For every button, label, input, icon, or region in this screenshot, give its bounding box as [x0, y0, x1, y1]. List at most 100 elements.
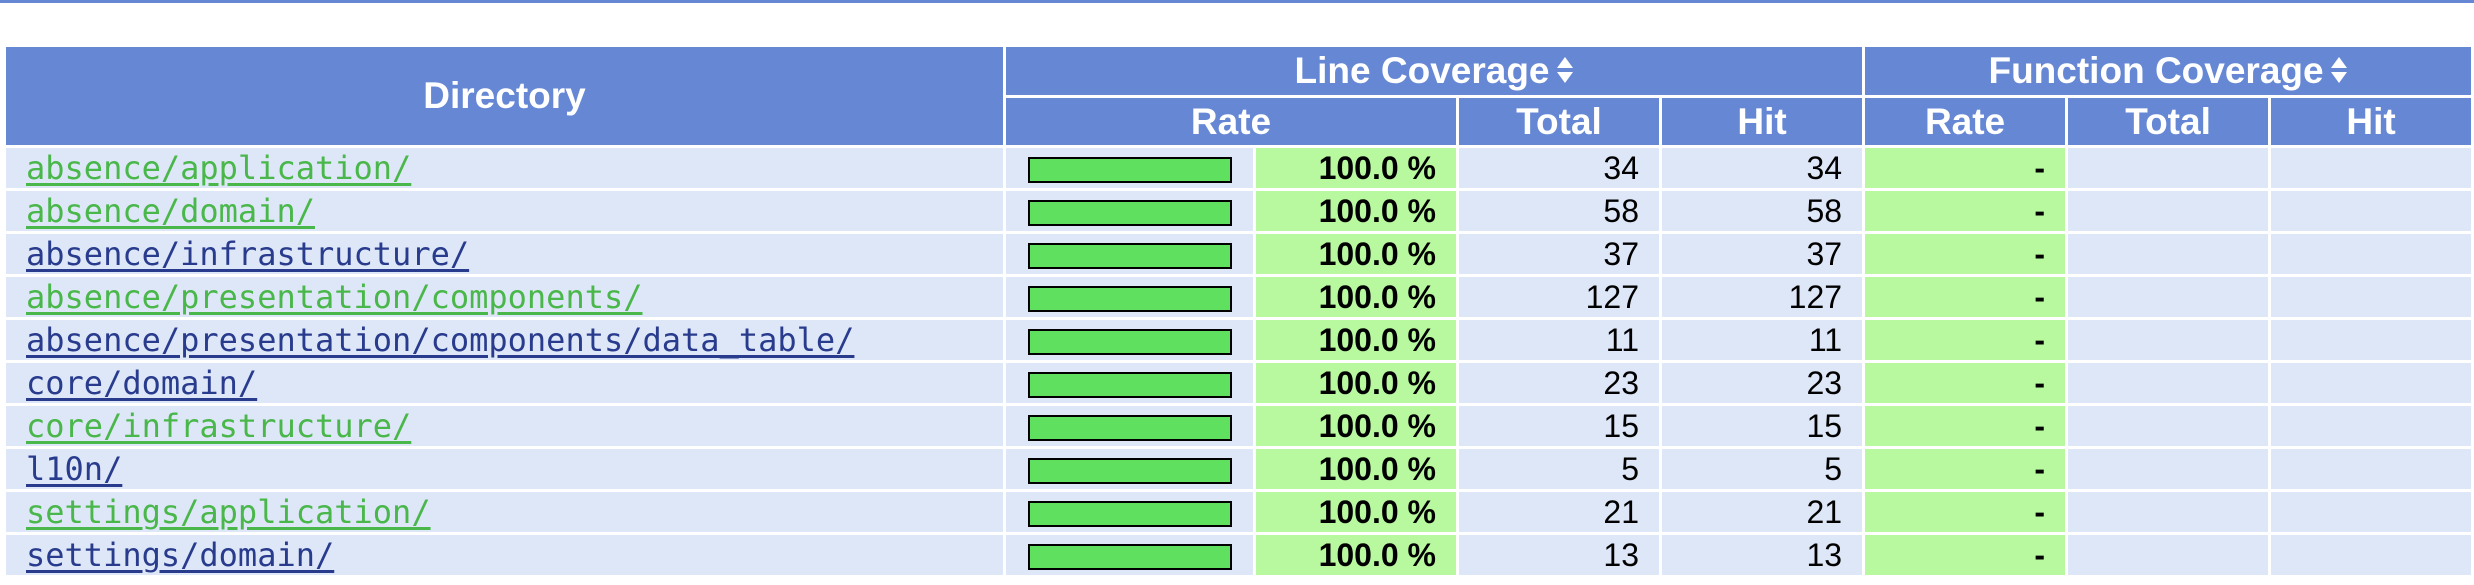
coverage-bar-fill [1029, 460, 1230, 483]
function-hit-cell [2271, 320, 2472, 360]
sort-icon[interactable] [1556, 55, 1574, 85]
function-total-header: Total [2068, 98, 2269, 145]
line-rate-cell: 100.0 % [1256, 277, 1456, 317]
coverage-bar [1027, 415, 1232, 442]
table-row: absence/domain/ 100.0 % 58 58 - [6, 191, 2472, 231]
directory-link[interactable]: settings/application/ [26, 493, 431, 531]
function-rate-cell: - [1865, 363, 2066, 403]
line-rate-cell: 100.0 % [1256, 191, 1456, 231]
function-hit-cell [2271, 406, 2472, 446]
directory-cell: settings/application/ [6, 492, 1003, 532]
line-hit-cell: 5 [1662, 449, 1863, 489]
coverage-bar-fill [1029, 331, 1230, 354]
function-rate-cell: - [1865, 234, 2066, 274]
directory-cell: absence/presentation/components/ [6, 277, 1003, 317]
table-row: absence/infrastructure/ 100.0 % 37 37 - [6, 234, 2472, 274]
coverage-bar-cell [1006, 234, 1253, 274]
coverage-bar-fill [1029, 374, 1230, 397]
function-rate-cell: - [1865, 277, 2066, 317]
coverage-bar-cell [1006, 449, 1253, 489]
function-coverage-header-label: Function Coverage [1988, 50, 2324, 91]
coverage-bar-cell [1006, 277, 1253, 317]
function-total-cell [2068, 363, 2269, 403]
table-row: settings/domain/ 100.0 % 13 13 - [6, 535, 2472, 575]
directory-link[interactable]: l10n/ [26, 450, 123, 488]
coverage-bar-fill [1029, 417, 1230, 440]
function-total-cell [2068, 148, 2269, 188]
directory-link[interactable]: settings/domain/ [26, 536, 335, 574]
line-total-cell: 127 [1459, 277, 1659, 317]
function-total-cell [2068, 277, 2269, 317]
line-total-cell: 58 [1459, 191, 1659, 231]
line-hit-cell: 37 [1662, 234, 1863, 274]
coverage-bar-fill [1029, 159, 1230, 182]
coverage-bar [1027, 458, 1232, 485]
table-row: absence/application/ 100.0 % 34 34 - [6, 148, 2472, 188]
directory-link[interactable]: absence/application/ [26, 149, 412, 187]
coverage-table: Directory Line Coverage Function Coverag… [3, 44, 2474, 578]
function-total-cell [2068, 234, 2269, 274]
coverage-bar-cell [1006, 191, 1253, 231]
directory-link[interactable]: core/infrastructure/ [26, 407, 412, 445]
function-rate-cell: - [1865, 191, 2066, 231]
line-rate-cell: 100.0 % [1256, 406, 1456, 446]
directory-cell: core/domain/ [6, 363, 1003, 403]
coverage-bar-fill [1029, 546, 1230, 569]
line-rate-cell: 100.0 % [1256, 492, 1456, 532]
table-row: core/infrastructure/ 100.0 % 15 15 - [6, 406, 2472, 446]
function-rate-cell: - [1865, 535, 2066, 575]
table-row: absence/presentation/components/data_tab… [6, 320, 2472, 360]
directory-link[interactable]: absence/presentation/components/data_tab… [26, 321, 855, 359]
function-total-cell [2068, 535, 2269, 575]
line-total-cell: 11 [1459, 320, 1659, 360]
function-rate-cell: - [1865, 148, 2066, 188]
function-hit-cell [2271, 277, 2472, 317]
line-coverage-header[interactable]: Line Coverage [1006, 47, 1863, 95]
line-coverage-header-label: Line Coverage [1294, 50, 1550, 91]
directory-header: Directory [6, 47, 1003, 145]
function-hit-cell [2271, 191, 2472, 231]
line-hit-cell: 11 [1662, 320, 1863, 360]
line-hit-cell: 13 [1662, 535, 1863, 575]
sort-icon[interactable] [2330, 55, 2348, 85]
coverage-bar [1027, 544, 1232, 571]
function-rate-cell: - [1865, 492, 2066, 532]
function-total-cell [2068, 406, 2269, 446]
line-total-cell: 5 [1459, 449, 1659, 489]
line-rate-cell: 100.0 % [1256, 320, 1456, 360]
line-total-cell: 23 [1459, 363, 1659, 403]
coverage-bar [1027, 200, 1232, 227]
coverage-bar-cell [1006, 535, 1253, 575]
function-hit-cell [2271, 449, 2472, 489]
line-rate-cell: 100.0 % [1256, 535, 1456, 575]
line-rate-cell: 100.0 % [1256, 363, 1456, 403]
function-hit-cell [2271, 148, 2472, 188]
coverage-bar-cell [1006, 406, 1253, 446]
line-hit-header: Hit [1662, 98, 1863, 145]
directory-link[interactable]: absence/presentation/components/ [26, 278, 643, 316]
line-total-cell: 34 [1459, 148, 1659, 188]
top-rule [0, 0, 2474, 3]
function-coverage-header[interactable]: Function Coverage [1865, 47, 2472, 95]
coverage-bar-fill [1029, 202, 1230, 225]
line-hit-cell: 127 [1662, 277, 1863, 317]
function-hit-cell [2271, 492, 2472, 532]
coverage-bar [1027, 286, 1232, 313]
coverage-bar-cell [1006, 148, 1253, 188]
coverage-bar-cell [1006, 492, 1253, 532]
coverage-bar-cell [1006, 320, 1253, 360]
line-hit-cell: 15 [1662, 406, 1863, 446]
table-row: l10n/ 100.0 % 5 5 - [6, 449, 2472, 489]
function-total-cell [2068, 191, 2269, 231]
coverage-bar-fill [1029, 503, 1230, 526]
directory-link[interactable]: core/domain/ [26, 364, 258, 402]
line-rate-cell: 100.0 % [1256, 234, 1456, 274]
line-total-header: Total [1459, 98, 1659, 145]
directory-link[interactable]: absence/domain/ [26, 192, 315, 230]
directory-cell: absence/infrastructure/ [6, 234, 1003, 274]
function-rate-header: Rate [1865, 98, 2066, 145]
directory-link[interactable]: absence/infrastructure/ [26, 235, 470, 273]
directory-cell: settings/domain/ [6, 535, 1003, 575]
line-total-cell: 13 [1459, 535, 1659, 575]
line-total-cell: 37 [1459, 234, 1659, 274]
